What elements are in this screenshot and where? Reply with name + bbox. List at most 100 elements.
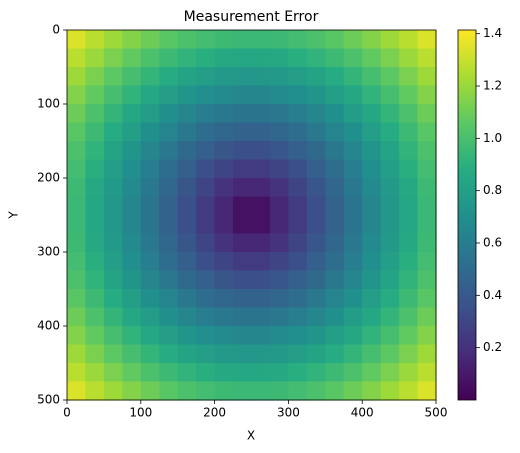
heatmap-cell [269,252,289,272]
heatmap-cell [325,178,345,198]
heatmap-cell [233,326,253,346]
heatmap-cell [325,85,345,105]
heatmap-cell [177,363,197,383]
heatmap-cell [103,85,123,105]
heatmap-cell [196,215,216,235]
heatmap-cell [122,159,142,179]
heatmap-cell [380,381,400,401]
heatmap-cell [399,159,419,179]
heatmap-cell [196,30,216,50]
heatmap-cell [288,104,308,124]
heatmap-cell [140,344,160,364]
heatmap-cell [288,233,308,253]
heatmap-cell [177,270,197,290]
heatmap-cell [399,363,419,383]
heatmap-cell [233,289,253,309]
heatmap-cell [177,307,197,327]
heatmap-cell [269,178,289,198]
heatmap-cell [177,67,197,87]
colorbar-tick-label: 1.2 [483,78,502,92]
heatmap-cell [122,178,142,198]
heatmap-cell [177,48,197,68]
heatmap-cell [325,67,345,87]
heatmap-cell [196,252,216,272]
heatmap-cell [103,178,123,198]
heatmap-cell [140,215,160,235]
heatmap-cell [214,381,234,401]
heatmap-cell [214,233,234,253]
heatmap-cell [67,233,87,253]
heatmap-cell [269,30,289,50]
colorbar [457,29,477,401]
heatmap-cell [67,307,87,327]
heatmap-cell [85,30,105,50]
heatmap-cell [362,48,382,68]
heatmap-cell [140,252,160,272]
heatmap-cell [362,104,382,124]
heatmap-cell [343,30,363,50]
heatmap-cell [251,215,271,235]
heatmap-cell [399,104,419,124]
heatmap-cell [122,326,142,346]
heatmap-cell [159,363,179,383]
heatmap-cell [140,141,160,161]
heatmap-cell [67,252,87,272]
heatmap-cell [251,122,271,142]
heatmap-cell [140,381,160,401]
heatmap-cell [214,30,234,50]
heatmap-cell [159,196,179,216]
heatmap-cell [399,344,419,364]
heatmap-cell [103,289,123,309]
heatmap-cell [122,67,142,87]
heatmap-cell [140,363,160,383]
heatmap-cell [306,196,326,216]
colorbar-tick-label: 0.2 [483,340,502,354]
heatmap-cell [362,178,382,198]
heatmap-cell [233,344,253,364]
heatmap-cell [159,85,179,105]
heatmap-cell [233,215,253,235]
heatmap-cell [214,141,234,161]
heatmap-cell [306,122,326,142]
heatmap-cell [362,30,382,50]
heatmap-cell [122,307,142,327]
heatmap-cell [67,159,87,179]
x-tick-label: 0 [63,406,71,420]
heatmap-cell [103,270,123,290]
heatmap-cell [288,215,308,235]
heatmap-cell [85,141,105,161]
heatmap-cell [196,307,216,327]
heatmap-cell [177,215,197,235]
heatmap-cell [67,270,87,290]
heatmap-cell [251,326,271,346]
heatmap-cell [325,270,345,290]
heatmap-cell [288,48,308,68]
heatmap-cell [196,326,216,346]
heatmap-cell [103,252,123,272]
heatmap-cell [177,381,197,401]
heatmap-cell [67,215,87,235]
heatmap-cell [85,122,105,142]
heatmap-cell [399,270,419,290]
heatmap-cell [325,215,345,235]
heatmap-cell [417,122,437,142]
heatmap-cell [67,30,87,50]
heatmap-cell [196,363,216,383]
heatmap-cell [325,196,345,216]
heatmap-cell [122,30,142,50]
heatmap-cell [214,67,234,87]
heatmap-cell [251,289,271,309]
heatmap-cell [159,215,179,235]
heatmap-cell [140,289,160,309]
heatmap-cell [122,381,142,401]
heatmap-cell [196,196,216,216]
heatmap-cell [399,67,419,87]
heatmap-cell [140,178,160,198]
heatmap-cell [269,233,289,253]
heatmap-cell [343,48,363,68]
heatmap-cell [362,122,382,142]
heatmap-cell [85,104,105,124]
heatmap-cell [288,326,308,346]
heatmap-cell [67,141,87,161]
